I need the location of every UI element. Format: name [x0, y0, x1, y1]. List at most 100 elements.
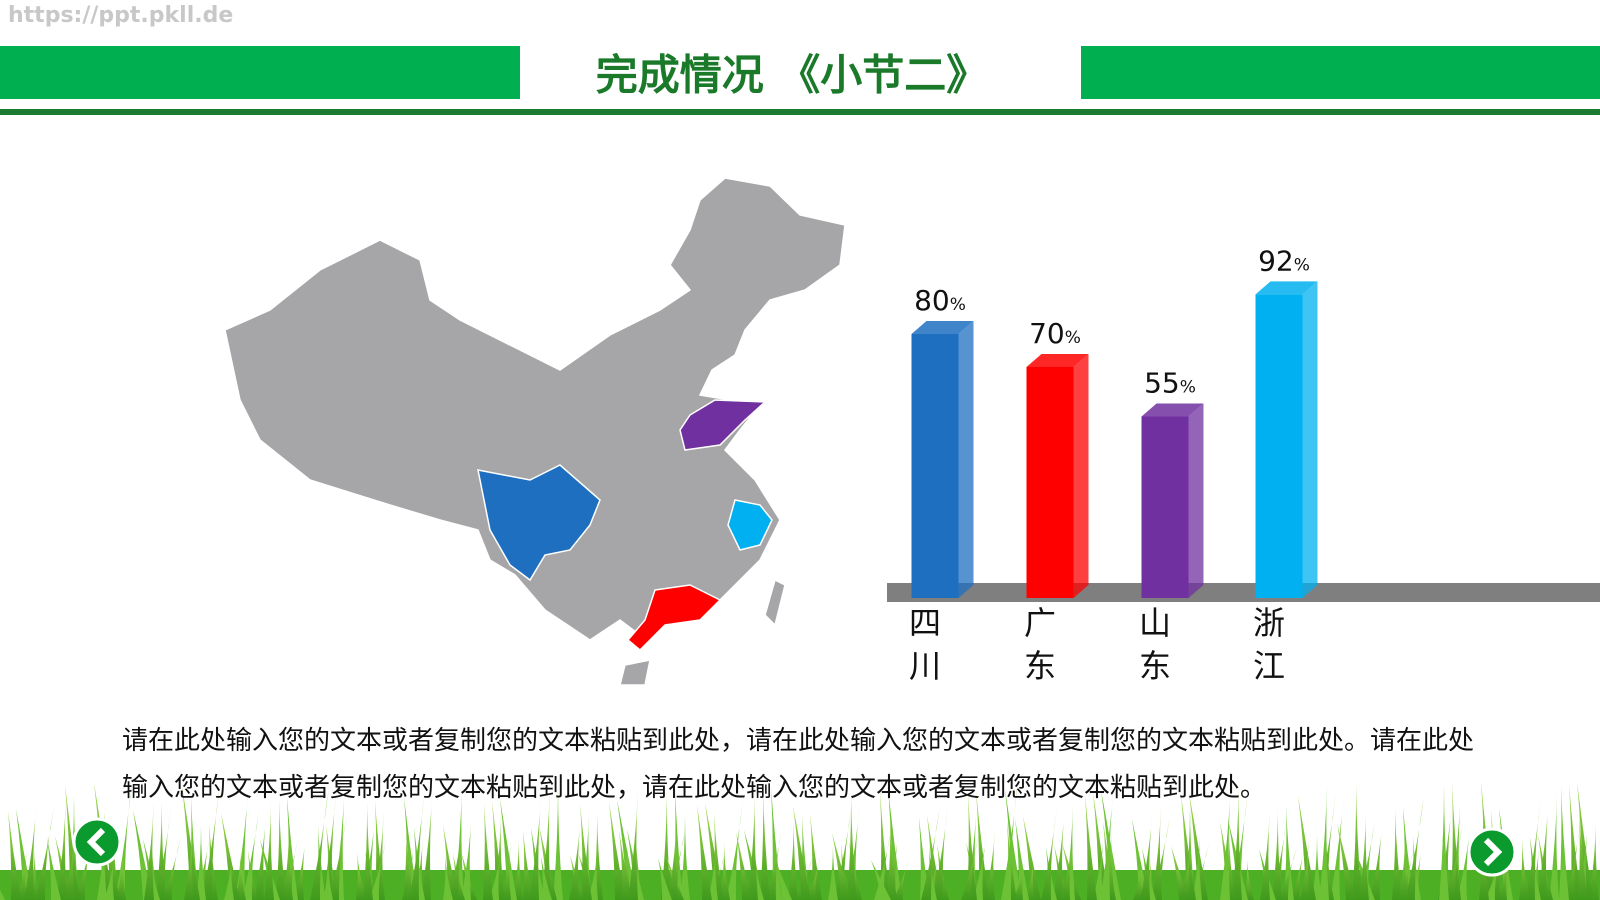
grass-blade — [609, 802, 625, 900]
grass-blade — [0, 890, 5, 900]
grass-blade — [1399, 838, 1409, 900]
grass-blade — [461, 813, 472, 900]
grass-blade — [276, 799, 286, 900]
grass-blade — [236, 852, 246, 900]
grass-blade — [766, 828, 782, 900]
grass-blade — [1559, 786, 1569, 900]
grass-blade — [1220, 783, 1231, 900]
value-label: 70% — [1029, 317, 1081, 350]
grass-blade — [513, 838, 523, 900]
grass-blade — [264, 801, 274, 900]
bar-top — [1255, 281, 1318, 295]
grass-blade — [1337, 823, 1356, 900]
grass-blade — [184, 827, 194, 900]
grass-blade — [369, 841, 386, 900]
grass-blade — [144, 800, 154, 900]
grass-blade — [1519, 839, 1529, 900]
grass-blade — [720, 842, 730, 900]
grass-blade — [1284, 806, 1294, 900]
grass-blade — [489, 842, 503, 900]
grass-blade — [793, 806, 811, 900]
grass-blade — [363, 802, 373, 900]
grass-blade — [104, 853, 115, 900]
grass-blade — [985, 830, 995, 900]
grass-blade — [580, 804, 592, 900]
grass-blade — [1192, 834, 1202, 900]
grass-blade — [1312, 835, 1322, 900]
bar-top — [1026, 354, 1089, 367]
header-bar-right — [1081, 46, 1600, 99]
grass-blade — [1140, 809, 1153, 900]
bar-side — [958, 321, 974, 598]
grass-blade — [75, 834, 93, 900]
grass-blade — [156, 798, 166, 900]
grass-blade — [541, 857, 552, 900]
prev-arrow — [86, 827, 106, 857]
grass-blade — [1410, 846, 1422, 900]
grass-blade — [1485, 851, 1502, 900]
grass-blade — [454, 784, 464, 900]
grass-blade — [1013, 859, 1026, 900]
grass-blade — [828, 845, 838, 900]
grass-blade — [726, 801, 743, 900]
grass-blade — [35, 807, 54, 900]
grass-blade — [736, 832, 752, 900]
grass-blade — [17, 850, 27, 900]
grass-blade — [1549, 794, 1559, 900]
grass-blade — [961, 834, 979, 900]
grass-blade — [1152, 807, 1162, 900]
grass-blade — [1093, 833, 1104, 900]
bar — [1026, 367, 1074, 598]
slide-title: 完成情况 《小节二》 — [596, 51, 989, 100]
grass-blade — [1290, 845, 1305, 900]
grass-blade — [887, 819, 897, 900]
grass-blade — [322, 785, 337, 900]
grass-blade — [1041, 808, 1057, 900]
grass-blade — [967, 793, 977, 900]
value-label: 80% — [914, 284, 966, 317]
bar-top — [1141, 403, 1204, 417]
grass-blade — [97, 824, 107, 900]
grass-blade — [202, 784, 220, 900]
grass-blade — [235, 782, 249, 900]
bar-side — [1188, 403, 1204, 598]
chart-floor — [887, 583, 1600, 602]
grass-blade — [492, 801, 505, 900]
grass-blade — [628, 790, 638, 900]
next-button[interactable] — [1467, 827, 1517, 877]
next-arrow — [1483, 837, 1503, 867]
grass-blade — [668, 817, 678, 900]
grass-blade — [760, 789, 770, 900]
grass-blade — [748, 791, 758, 900]
body-text: 请在此处输入您的文本或者复制您的文本粘贴到此处，请在此处输入您的文本或者复制您的… — [122, 726, 1475, 803]
grass-blade — [443, 825, 458, 900]
grass-blade — [1537, 796, 1549, 900]
grass-blade — [1359, 811, 1369, 900]
grass-blade — [1053, 806, 1065, 900]
grass-blade — [1497, 849, 1510, 900]
grass-blade — [483, 803, 493, 900]
header-line — [0, 109, 1600, 115]
grass-blade — [976, 791, 989, 900]
grass-blade — [921, 807, 940, 900]
grass-blade — [1232, 781, 1242, 900]
grass-blade — [162, 837, 181, 900]
grass-blade — [1060, 835, 1075, 900]
grass-blade — [334, 783, 345, 900]
grass-blade — [529, 789, 542, 900]
grass-blade — [254, 809, 267, 900]
prev-button[interactable] — [72, 817, 122, 867]
grass-blade — [323, 855, 333, 900]
grass-blade — [449, 815, 464, 900]
china-map — [224, 177, 846, 686]
grass-blade — [1457, 822, 1471, 900]
grass-blade — [196, 825, 206, 900]
grass-blade — [1272, 808, 1282, 900]
grass-blade — [708, 844, 718, 900]
grass-blade — [553, 785, 563, 900]
grass-blade — [356, 853, 366, 900]
value-label: 55% — [1144, 367, 1196, 400]
grass-blade — [775, 859, 792, 900]
bar-side — [1073, 354, 1089, 598]
grass-blade — [1491, 810, 1501, 900]
